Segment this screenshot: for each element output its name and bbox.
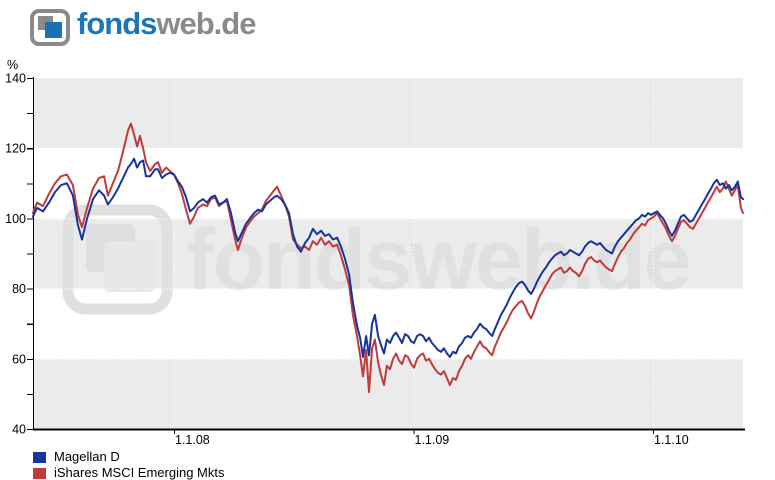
plot-axes — [27, 77, 745, 434]
fondsweb-logo-icon — [30, 9, 70, 46]
plot-gridlines — [33, 78, 743, 429]
plot-band — [33, 358, 743, 429]
y-tick-label: 140 — [5, 72, 26, 86]
plot-band — [33, 78, 743, 149]
y-axis-unit-label: % — [7, 58, 18, 72]
legend-swatch-blue — [33, 451, 46, 463]
y-tick-label: 100 — [5, 212, 26, 226]
x-tick-label: 1.1.08 — [175, 433, 210, 447]
y-tick-label: 80 — [12, 282, 26, 296]
watermark-logo-icon — [62, 204, 173, 315]
watermark-icon-light-square — [104, 241, 155, 292]
series-line-magellan-d — [31, 157, 745, 358]
legend-item-magellan: Magellan D — [33, 449, 225, 465]
logo-wordmark-primary: fonds — [77, 6, 157, 41]
legend-label: iShares MSCI Emerging Mkts — [54, 465, 225, 480]
legend-label: Magellan D — [54, 449, 120, 464]
x-tick-label: 1.1.09 — [415, 433, 450, 447]
y-tick-label: 60 — [12, 352, 26, 366]
logo-wordmark: fondsweb.de — [77, 6, 256, 42]
logo-blue-square — [45, 22, 62, 38]
legend-item-ishares: iShares MSCI Emerging Mkts — [33, 465, 225, 480]
y-tick-label: 120 — [5, 142, 26, 156]
series-lines — [31, 122, 745, 394]
x-tick-label: 1.1.10 — [654, 433, 689, 447]
axis-labels: 40 60 80 100 120 140 1.1.08 1.1.09 1.1.10 — [5, 72, 689, 448]
logo-wordmark-secondary: web.de — [156, 6, 256, 41]
legend-swatch-red — [33, 467, 46, 479]
watermark-text: fondsweb.de — [186, 212, 690, 308]
watermark-icon-frame — [62, 204, 173, 315]
chart-legend: Magellan D iShares MSCI Emerging Mkts — [33, 449, 225, 480]
series-line-ishares-msci-emerging-mkts — [31, 122, 745, 394]
y-tick-label: 40 — [12, 423, 26, 437]
